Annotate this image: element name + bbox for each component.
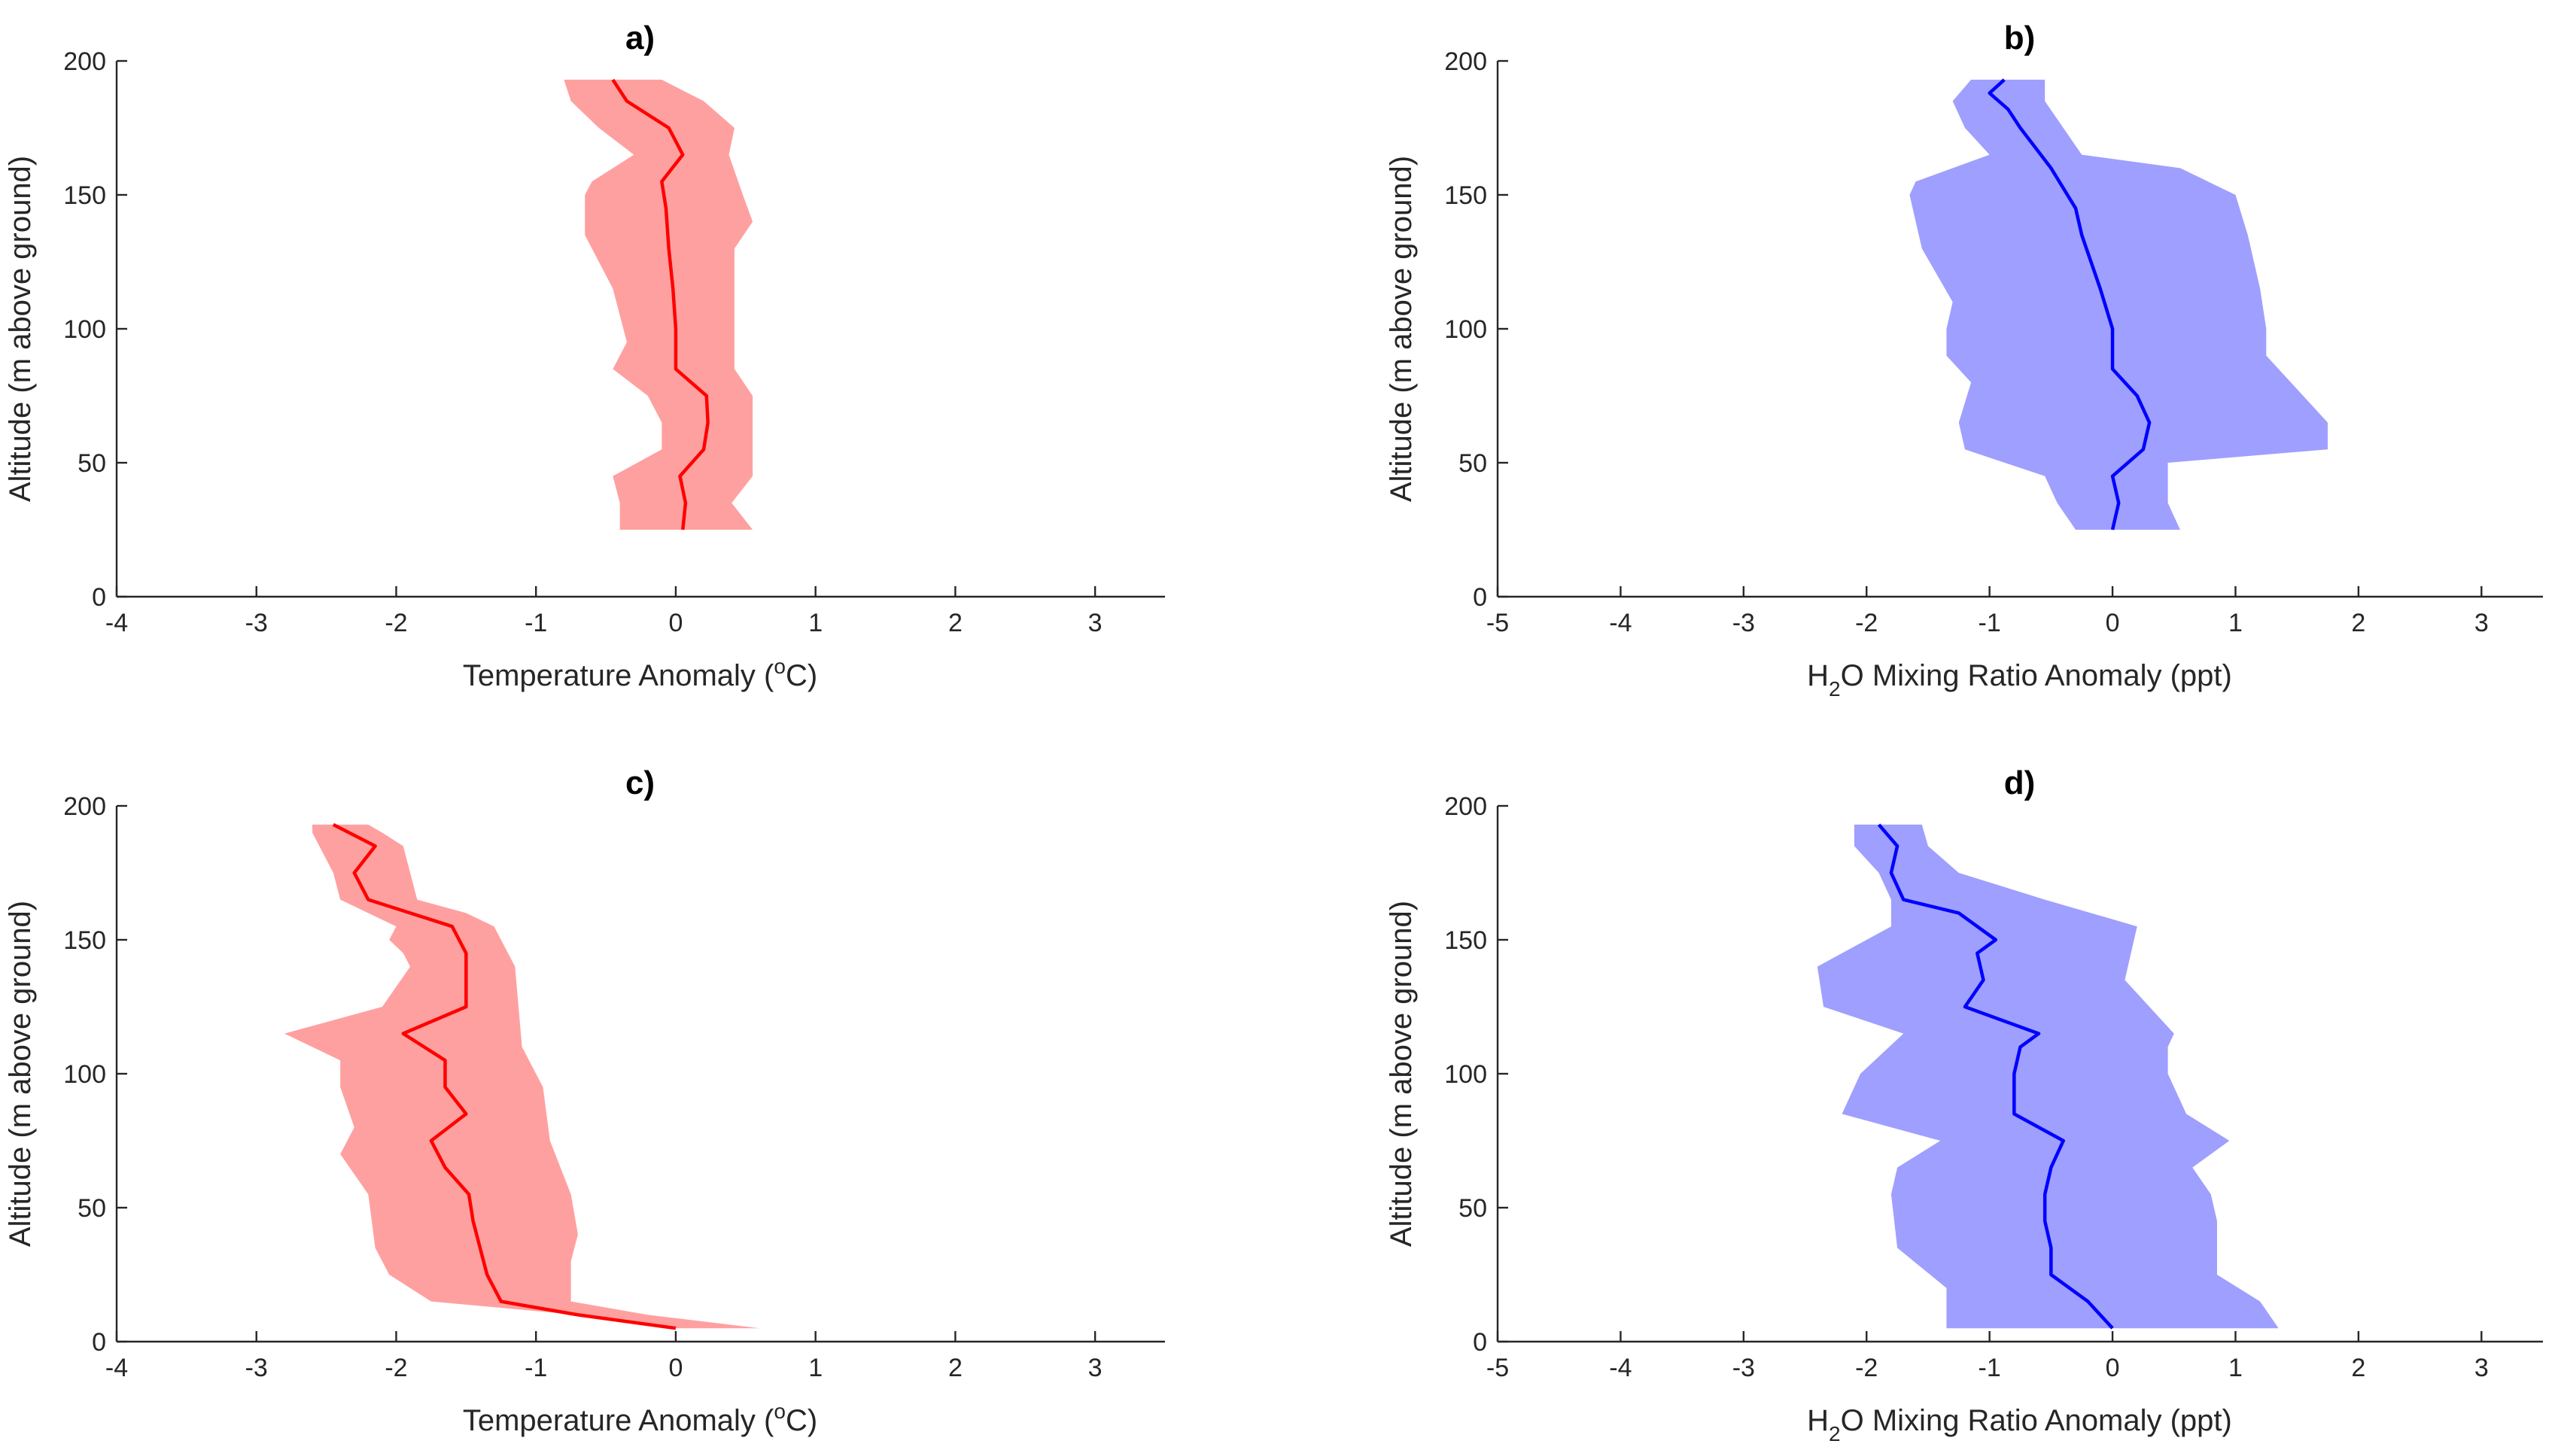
x-axis-label: H2O Mixing Ratio Anomaly (ppt) <box>1807 659 2232 701</box>
x-axis-label: Temperature Anomaly (oC) <box>463 1400 817 1437</box>
x-tick-label: 1 <box>808 1354 823 1382</box>
x-tick-label: -2 <box>1855 1354 1878 1382</box>
x-tick-label: 1 <box>2228 609 2243 637</box>
panel-title: b) <box>2004 20 2036 56</box>
spread-band <box>564 79 753 530</box>
x-tick-label: -1 <box>525 609 547 637</box>
x-tick-label: -4 <box>1609 1354 1632 1382</box>
x-tick-label: 0 <box>668 1354 683 1382</box>
x-tick-label: 2 <box>2351 609 2365 637</box>
y-tick-label: 100 <box>1444 1060 1487 1089</box>
y-tick-label: 50 <box>1458 1194 1487 1223</box>
y-tick-label: 100 <box>63 315 106 344</box>
y-tick-label: 50 <box>78 1194 106 1223</box>
spread-band <box>1817 824 2279 1329</box>
x-tick-label: 3 <box>1088 609 1103 637</box>
x-tick-label: -5 <box>1486 1354 1509 1382</box>
y-tick-label: 150 <box>63 181 106 210</box>
panel-title: c) <box>625 764 655 801</box>
spread-band <box>1909 79 2328 530</box>
panel-title: d) <box>2004 764 2036 801</box>
panel-c: -4 -3 -2 -1 0 1 2 3 0 50 100 150 200 c) Altitude (m ab… <box>4 764 1165 1437</box>
x-tick-label: 2 <box>2351 1354 2365 1382</box>
y-tick-label: 100 <box>63 1060 106 1089</box>
x-tick-label: 3 <box>2474 609 2489 637</box>
x-tick-label: 1 <box>2228 1354 2243 1382</box>
y-tick-label: 200 <box>63 792 106 821</box>
y-tick-label: 100 <box>1444 315 1487 344</box>
x-tick-label: -1 <box>1979 609 2001 637</box>
y-axis-label: Altitude (m above ground) <box>1385 156 1418 502</box>
y-axis-label: Altitude (m above ground) <box>4 901 37 1247</box>
y-tick-label: 200 <box>1444 792 1487 821</box>
y-axis-label: Altitude (m above ground) <box>1385 901 1418 1247</box>
panel-b: -5 -4 -3 -2 -1 0 1 2 3 0 50 100 150 200 b) Altitude (m … <box>1385 20 2543 701</box>
x-tick-label: 2 <box>948 1354 963 1382</box>
mean-profile-line <box>332 822 677 1330</box>
mean-profile-line <box>1877 823 2114 1330</box>
x-tick-label: -2 <box>385 609 407 637</box>
y-tick-label: 150 <box>1444 926 1487 955</box>
x-tick-label: -3 <box>245 1354 268 1382</box>
x-tick-label: 0 <box>668 609 683 637</box>
x-tick-label: -1 <box>525 1354 547 1382</box>
y-tick-label: 0 <box>92 1328 106 1357</box>
y-tick-label: 200 <box>63 47 106 76</box>
x-tick-label: -3 <box>1732 609 1755 637</box>
x-axis-label: H2O Mixing Ratio Anomaly (ppt) <box>1807 1404 2232 1445</box>
x-tick-label: -3 <box>1732 1354 1755 1382</box>
mean-profile-line <box>611 78 710 530</box>
y-tick-label: 50 <box>1458 449 1487 478</box>
x-tick-label: -2 <box>1855 609 1878 637</box>
x-tick-label: -4 <box>1609 609 1632 637</box>
x-tick-label: -5 <box>1486 609 1509 637</box>
x-tick-label: 0 <box>2106 609 2120 637</box>
x-tick-label: 3 <box>2474 1354 2489 1382</box>
y-tick-label: 150 <box>63 926 106 955</box>
panel-a: -4 -3 -2 -1 0 1 2 3 0 50 100 150 200 a) Altitude (m ab… <box>4 20 1165 692</box>
y-tick-label: 0 <box>92 583 106 612</box>
spread-band <box>284 824 760 1329</box>
y-tick-label: 200 <box>1444 47 1487 76</box>
x-tick-label: -2 <box>385 1354 407 1382</box>
x-tick-label: 3 <box>1088 1354 1103 1382</box>
x-tick-label: 0 <box>2106 1354 2120 1382</box>
mean-profile-line <box>1988 78 2152 530</box>
y-tick-label: 50 <box>78 449 106 478</box>
x-tick-label: 2 <box>948 609 963 637</box>
x-tick-label: -4 <box>105 1354 128 1382</box>
y-tick-label: 0 <box>1473 1328 1487 1357</box>
y-axis-label: Altitude (m above ground) <box>4 156 37 502</box>
x-tick-label: 1 <box>808 609 823 637</box>
x-tick-label: -1 <box>1979 1354 2001 1382</box>
x-axis-label: Temperature Anomaly (oC) <box>463 655 817 692</box>
panel-title: a) <box>625 20 655 56</box>
y-tick-label: 150 <box>1444 181 1487 210</box>
x-tick-label: -3 <box>245 609 268 637</box>
panel-d: -5 -4 -3 -2 -1 0 1 2 3 0 50 100 150 200 d) Altitude (m … <box>1385 764 2543 1445</box>
x-tick-label: -4 <box>105 609 128 637</box>
y-tick-label: 0 <box>1473 583 1487 612</box>
